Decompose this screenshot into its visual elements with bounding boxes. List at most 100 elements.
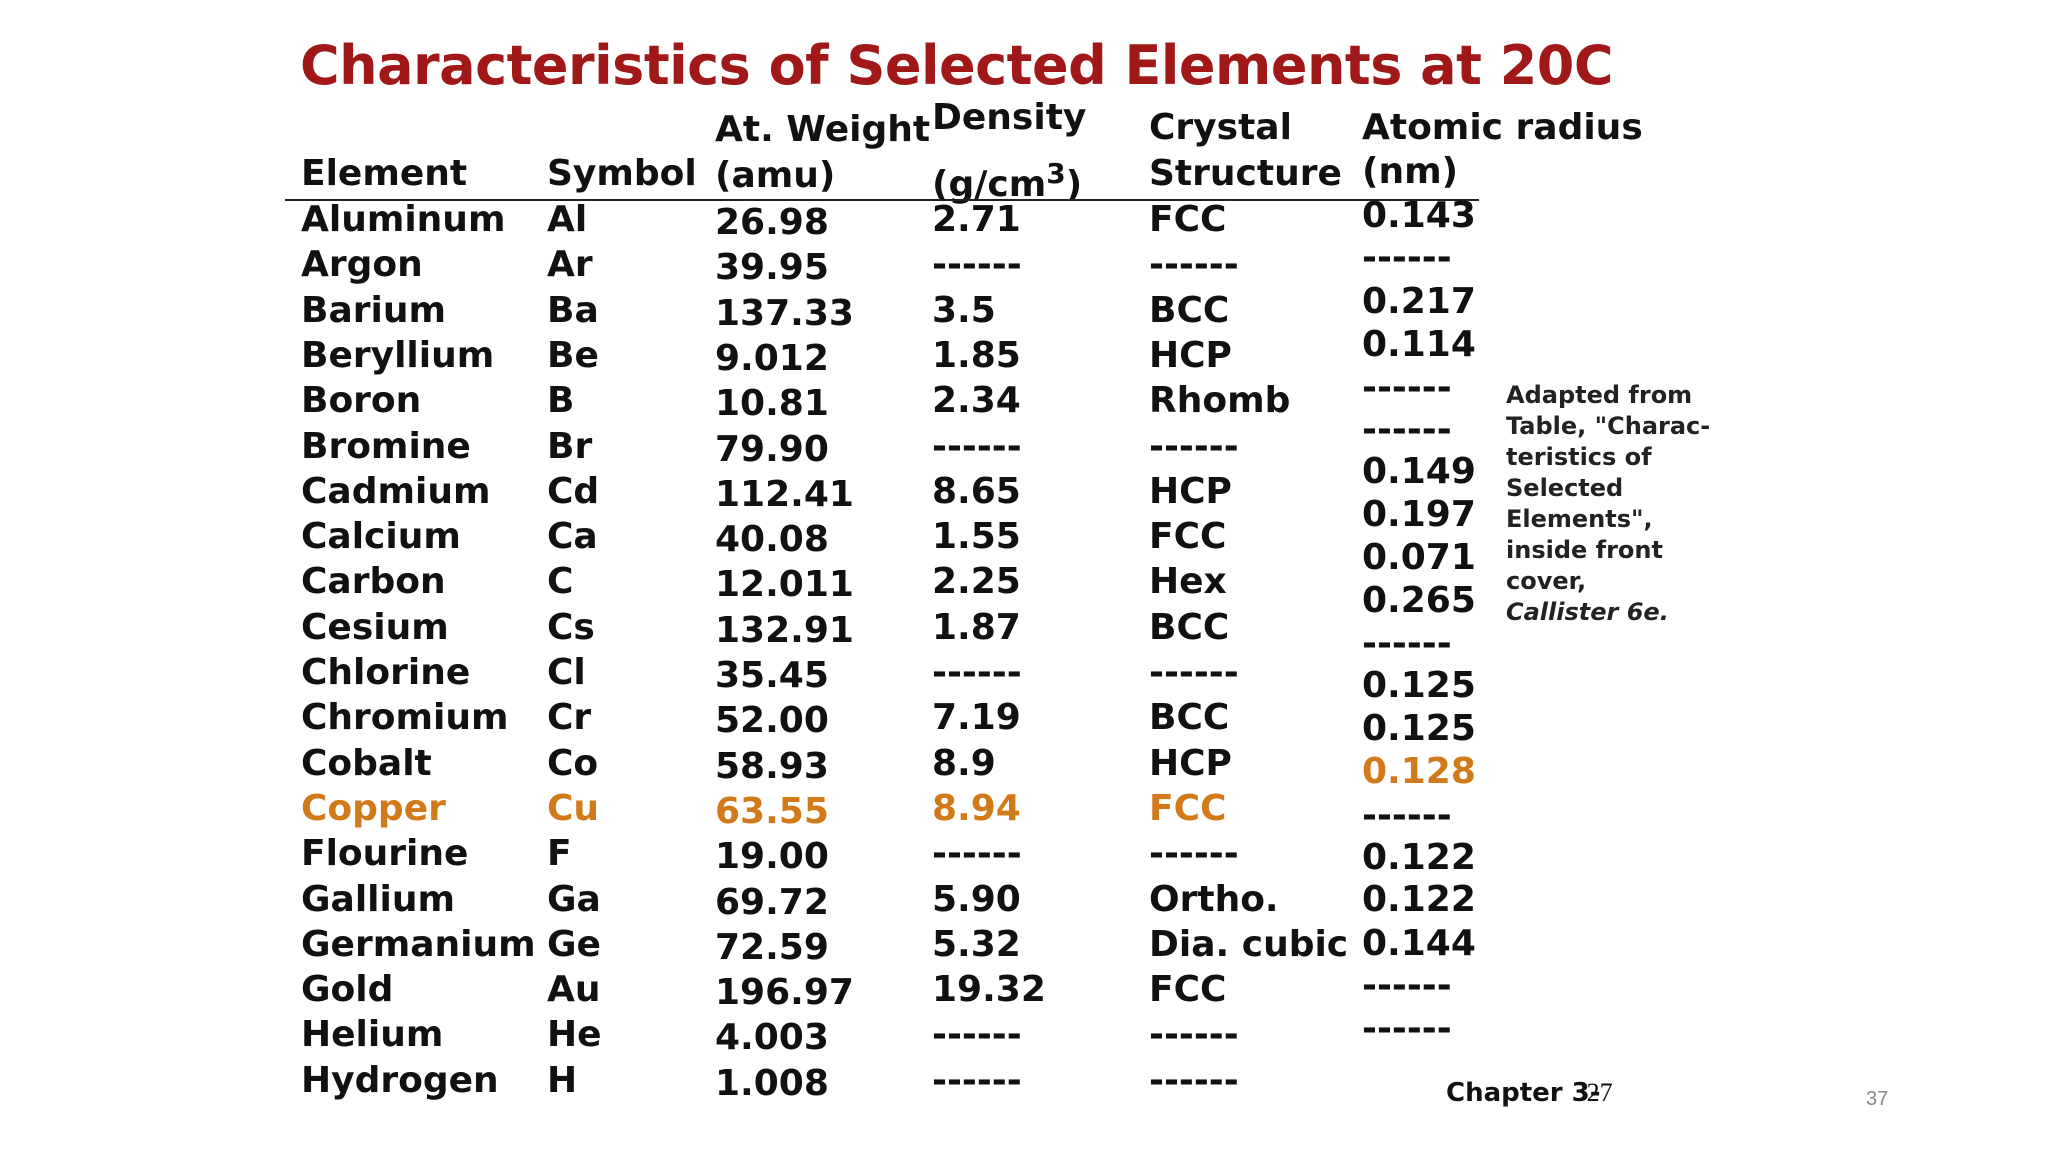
- cell-density: 5.90: [932, 878, 1021, 920]
- cell-element: Beryllium: [301, 334, 495, 376]
- cell-density: 8.94: [932, 787, 1021, 829]
- cell-structure: HCP: [1149, 470, 1232, 512]
- cell-density: 8.9: [932, 742, 996, 784]
- cell-atomic-radius: ------: [1362, 795, 1452, 836]
- header-element: Element: [301, 153, 468, 194]
- cell-density: ------: [932, 1014, 1022, 1056]
- cell-weight: 9.012: [715, 337, 829, 379]
- cell-density: 2.25: [932, 561, 1021, 603]
- cell-element: Cadmium: [301, 470, 491, 512]
- cell-element: Argon: [301, 244, 423, 286]
- cell-weight: 72.59: [715, 926, 829, 968]
- cell-symbol: Cs: [547, 606, 595, 648]
- cell-symbol: He: [547, 1014, 602, 1056]
- source-note-line: Adapted from: [1506, 381, 1693, 409]
- source-note-line: cover,: [1506, 567, 1587, 595]
- cell-structure: BCC: [1149, 697, 1230, 739]
- cell-element: Calcium: [301, 516, 461, 558]
- cell-structure: ------: [1149, 1059, 1239, 1101]
- source-note-line: teristics of: [1506, 443, 1652, 471]
- cell-weight: 63.55: [715, 790, 829, 832]
- cell-symbol: Ar: [547, 244, 593, 286]
- header-symbol: Symbol: [547, 153, 697, 194]
- cell-density: 2.34: [932, 380, 1021, 422]
- cell-weight: 12.011: [715, 564, 854, 606]
- cell-atomic-radius: ------: [1362, 965, 1452, 1006]
- cell-symbol: B: [547, 380, 575, 422]
- cell-symbol: Cu: [547, 787, 600, 829]
- cell-atomic-radius: 0.125: [1362, 708, 1476, 749]
- cell-structure: HCP: [1149, 334, 1232, 376]
- header-divider: [285, 199, 1479, 201]
- cell-element: Aluminum: [301, 199, 506, 240]
- cell-density: ------: [932, 1059, 1022, 1101]
- cell-atomic-radius: ------: [1362, 367, 1452, 408]
- cell-weight: 79.90: [715, 428, 829, 470]
- chapter-text: Chapter 3-: [1446, 1078, 1601, 1108]
- cell-symbol: Au: [547, 969, 601, 1011]
- page-number: 37: [1866, 1088, 1889, 1110]
- cell-structure: HCP: [1149, 742, 1232, 784]
- header-crystal-line2: Structure: [1149, 153, 1342, 194]
- cell-structure: FCC: [1149, 787, 1227, 829]
- header-density-line2: (g/cm3): [932, 152, 1082, 207]
- cell-symbol: C: [547, 561, 574, 603]
- cell-weight: 10.81: [715, 383, 829, 425]
- cell-atomic-radius: 0.144: [1362, 923, 1476, 964]
- source-note-line: inside front: [1506, 536, 1663, 564]
- cell-weight: 39.95: [715, 247, 829, 289]
- cell-atomic-radius: 0.217: [1362, 281, 1476, 322]
- cell-element: Copper: [301, 787, 446, 829]
- cell-symbol: Cd: [547, 470, 600, 512]
- cell-structure: ------: [1149, 652, 1239, 693]
- cell-weight: 52.00: [715, 700, 829, 742]
- source-note: Adapted from Table, "Charac-teristics of S…: [1506, 380, 1726, 628]
- source-note-line: Elements",: [1506, 505, 1653, 533]
- cell-weight: 19.00: [715, 836, 829, 878]
- cell-element: Flourine: [301, 833, 469, 875]
- cell-symbol: Be: [547, 334, 599, 376]
- cell-structure: BCC: [1149, 606, 1230, 648]
- header-radius-line2: (nm): [1362, 151, 1459, 192]
- cell-weight: 112.41: [715, 473, 854, 515]
- cell-weight: 40.08: [715, 519, 829, 561]
- cell-structure: Dia. cubic: [1149, 923, 1349, 965]
- cell-density: ------: [932, 652, 1022, 693]
- cell-structure: ------: [1149, 833, 1239, 875]
- cell-structure: FCC: [1149, 969, 1227, 1011]
- cell-weight: 69.72: [715, 881, 829, 923]
- cell-atomic-radius: 0.149: [1362, 451, 1476, 492]
- cell-atomic-radius: ------: [1362, 409, 1452, 450]
- cell-element: Gold: [301, 969, 394, 1011]
- cell-weight: 132.91: [715, 609, 854, 651]
- cell-structure: Hex: [1149, 561, 1227, 603]
- cell-element: Cobalt: [301, 742, 432, 784]
- cell-element: Chlorine: [301, 652, 471, 693]
- cell-weight: 35.45: [715, 655, 829, 696]
- cell-density: ------: [932, 244, 1022, 286]
- cell-weight: 196.97: [715, 972, 854, 1014]
- cell-element: Bromine: [301, 425, 471, 467]
- cell-symbol: Cl: [547, 652, 586, 693]
- cell-element: Boron: [301, 380, 422, 422]
- cell-density: 5.32: [932, 923, 1021, 965]
- cell-density: 1.55: [932, 516, 1021, 558]
- cell-density: ------: [932, 833, 1022, 875]
- cell-atomic-radius: ------: [1362, 623, 1452, 664]
- cell-atomic-radius: ------: [1362, 237, 1452, 278]
- chapter-overlap-number: 27: [1586, 1078, 1613, 1107]
- cell-symbol: Br: [547, 425, 593, 467]
- header-crystal-line1: Crystal: [1149, 107, 1292, 148]
- cell-density: ------: [932, 425, 1022, 467]
- cell-atomic-radius: 0.265: [1362, 580, 1476, 621]
- cell-structure: FCC: [1149, 516, 1227, 558]
- cell-symbol: Ba: [547, 289, 599, 331]
- cell-structure: BCC: [1149, 289, 1230, 331]
- cell-density: 7.19: [932, 697, 1021, 739]
- cell-structure: ------: [1149, 1014, 1239, 1056]
- cell-symbol: Al: [547, 199, 588, 240]
- cell-structure: FCC: [1149, 199, 1227, 240]
- header-density-close: ): [1065, 164, 1083, 205]
- cell-density: 3.5: [932, 289, 996, 331]
- cell-symbol: H: [547, 1059, 578, 1101]
